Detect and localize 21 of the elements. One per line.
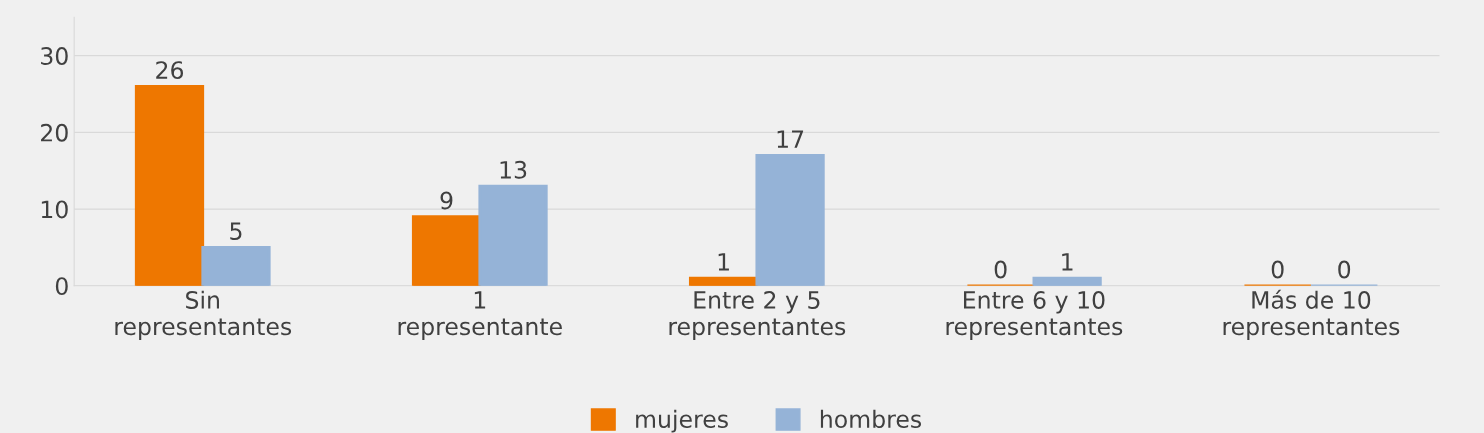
x-tick-label: Sin representantes [115, 290, 292, 340]
data-label: 1 [718, 253, 729, 271]
y-tick-label: 0 [55, 277, 68, 296]
data-label: 17 [777, 130, 804, 148]
data-label: 13 [500, 160, 527, 179]
y-tick-label: 20 [41, 123, 68, 142]
data-label: 0 [1271, 260, 1284, 279]
data-label: 1 [1062, 253, 1073, 271]
data-label: 0 [1338, 260, 1351, 279]
x-tick-label: 1 representante [398, 291, 562, 340]
x-tick-label: Entre 6 y 10 representantes [946, 291, 1123, 340]
data-label: 9 [440, 191, 453, 210]
data-label: 0 [994, 260, 1007, 279]
legend-label: mujeres [636, 409, 728, 433]
legend-label: hombres [820, 409, 922, 429]
x-tick-label: Entre 2 y 5 representantes [669, 291, 846, 340]
x-tick-label: Más de 10 representantes [1223, 289, 1400, 340]
y-tick-label: 10 [41, 200, 68, 219]
data-label: 5 [230, 222, 242, 241]
y-tick-label: 30 [41, 47, 68, 65]
data-label: 26 [156, 61, 184, 79]
